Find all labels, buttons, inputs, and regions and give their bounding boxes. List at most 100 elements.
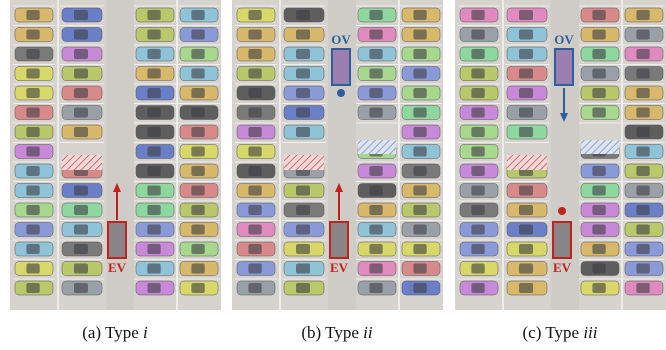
car-roof xyxy=(191,69,204,79)
car-roof xyxy=(74,69,88,79)
car-roof xyxy=(413,186,426,196)
car-roof xyxy=(74,49,88,59)
car-roof xyxy=(147,30,160,40)
car-roof xyxy=(636,49,649,59)
car-roof xyxy=(248,127,261,137)
car-roof xyxy=(74,283,88,293)
car-roof xyxy=(248,205,261,215)
other-vehicle xyxy=(555,49,573,85)
car-roof xyxy=(592,186,605,196)
car-roof xyxy=(369,225,382,235)
car-roof xyxy=(413,127,426,137)
car-roof xyxy=(74,225,88,235)
figure: EV OV EV OV EV (a) Type i (b) Type ii (c… xyxy=(0,0,666,350)
car-roof xyxy=(471,88,484,98)
car-roof xyxy=(636,186,649,196)
car-roof xyxy=(413,225,426,235)
car-roof xyxy=(592,225,605,235)
ego-label: EV xyxy=(108,260,127,275)
car-roof xyxy=(369,30,382,40)
other-stop-dot xyxy=(337,89,345,97)
car-roof xyxy=(636,205,649,215)
car-roof xyxy=(471,225,484,235)
car-roof xyxy=(248,108,261,118)
car-roof xyxy=(592,205,605,215)
car-roof xyxy=(519,225,533,235)
caption: (c) Type iii xyxy=(523,323,598,342)
car-roof xyxy=(369,186,382,196)
car-roof xyxy=(471,283,484,293)
car-roof xyxy=(26,10,39,20)
car-roof xyxy=(74,10,88,20)
car-roof xyxy=(248,244,261,254)
car-roof xyxy=(636,244,649,254)
car-roof xyxy=(147,244,160,254)
car-roof xyxy=(519,283,533,293)
car-roof xyxy=(369,244,382,254)
car-roof xyxy=(519,244,533,254)
car-roof xyxy=(191,205,204,215)
car-roof xyxy=(191,225,204,235)
car-roof xyxy=(413,264,426,274)
car-roof xyxy=(191,10,204,20)
target-spot xyxy=(507,155,547,170)
car-roof xyxy=(296,244,310,254)
car-roof xyxy=(636,147,649,157)
car-roof xyxy=(191,108,204,118)
car-roof xyxy=(248,264,261,274)
ego-vehicle xyxy=(553,222,571,258)
car-roof xyxy=(248,69,261,79)
car-roof xyxy=(191,264,204,274)
car-roof xyxy=(296,283,310,293)
car-roof xyxy=(191,88,204,98)
car-roof xyxy=(519,127,533,137)
car-roof xyxy=(74,264,88,274)
car-roof xyxy=(413,166,426,176)
car-roof xyxy=(519,108,533,118)
car-roof xyxy=(369,108,382,118)
car-roof xyxy=(147,108,160,118)
car-roof xyxy=(592,69,605,79)
car-roof xyxy=(296,225,310,235)
panel-a: EV xyxy=(10,0,221,310)
car-roof xyxy=(636,30,649,40)
car-roof xyxy=(74,30,88,40)
ego-stop-dot xyxy=(558,207,566,215)
car-roof xyxy=(248,166,261,176)
car-roof xyxy=(147,147,160,157)
car-roof xyxy=(636,283,649,293)
car-roof xyxy=(471,49,484,59)
car-roof xyxy=(471,205,484,215)
car-roof xyxy=(296,264,310,274)
car-roof xyxy=(636,69,649,79)
car-roof xyxy=(26,186,39,196)
car-roof xyxy=(471,166,484,176)
car-roof xyxy=(636,88,649,98)
car-roof xyxy=(74,244,88,254)
car-roof xyxy=(369,69,382,79)
car-roof xyxy=(191,49,204,59)
car-roof xyxy=(296,10,310,20)
car-roof xyxy=(147,127,160,137)
car-roof xyxy=(471,30,484,40)
car-roof xyxy=(147,10,160,20)
other-label: OV xyxy=(554,32,574,47)
car-roof xyxy=(369,88,382,98)
caption: (b) Type ii xyxy=(301,323,373,342)
car-roof xyxy=(471,186,484,196)
car-roof xyxy=(26,264,39,274)
car-roof xyxy=(147,283,160,293)
car-roof xyxy=(248,225,261,235)
car-roof xyxy=(519,10,533,20)
car-roof xyxy=(248,186,261,196)
car-roof xyxy=(413,49,426,59)
car-roof xyxy=(26,205,39,215)
car-roof xyxy=(296,127,310,137)
car-roof xyxy=(248,10,261,20)
target-spot xyxy=(284,155,324,170)
car-roof xyxy=(592,264,605,274)
car-roof xyxy=(369,166,382,176)
car-roof xyxy=(413,108,426,118)
car-roof xyxy=(471,147,484,157)
panel-b: OV EV xyxy=(232,0,443,310)
